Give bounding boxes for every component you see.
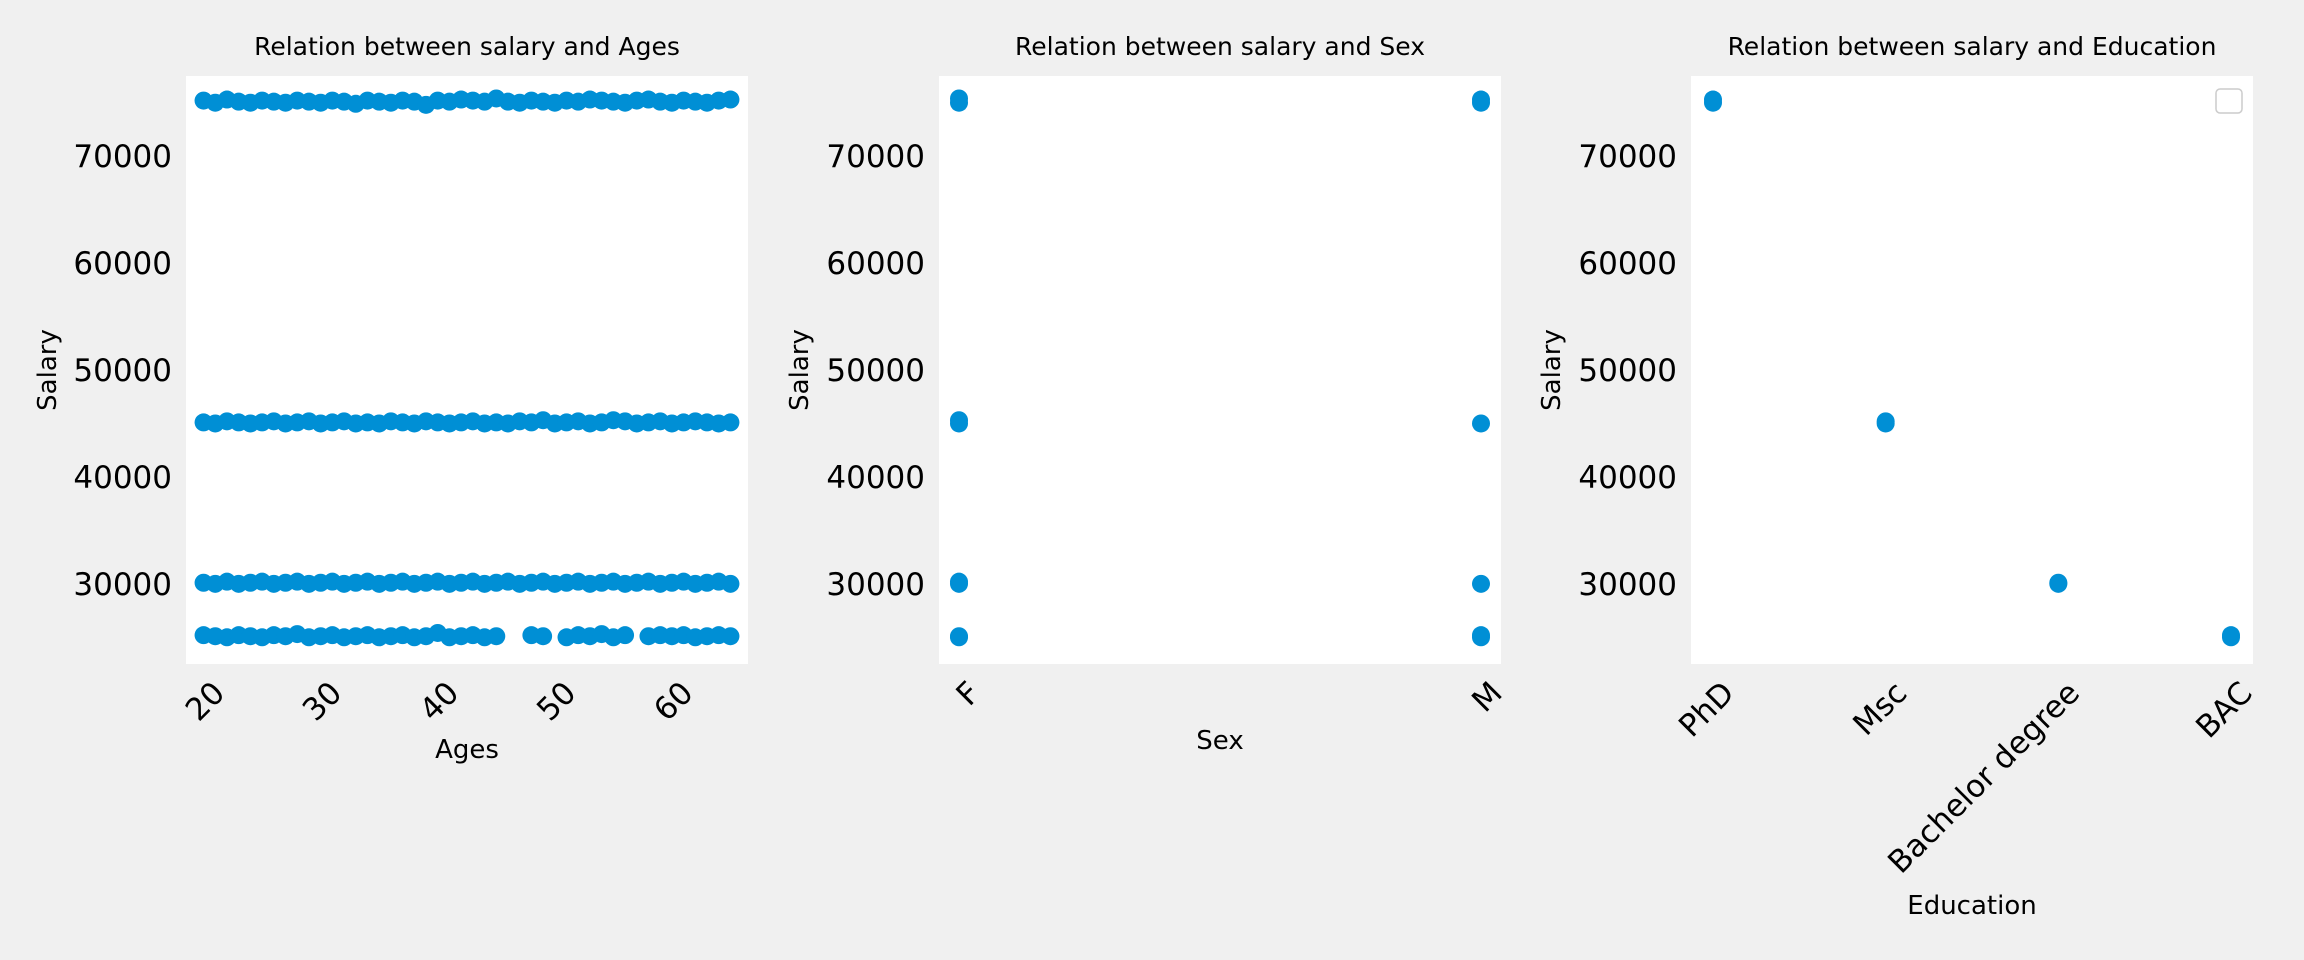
y-axis-label-education: Salary [1537,329,1567,411]
y-axis-label-sex: Salary [785,329,815,411]
data-point [1472,626,1490,645]
chart-title-sex: Relation between salary and Sex [1015,32,1425,61]
data-point [721,627,740,646]
x-axis-label-sex: Sex [1196,726,1243,756]
y-tick-label: 50000 [1578,353,1677,389]
plot-area-ages [186,76,748,664]
points-education [1704,90,2240,647]
chart-title-education: Relation between salary and Education [1728,32,2217,61]
data-point [1472,414,1490,433]
chart-ages: Relation between salary and Ages Ages Sa… [33,32,748,765]
data-point [616,626,635,645]
y-tick-label: 30000 [1578,567,1677,603]
y-tick-label: 60000 [826,246,925,282]
points-sex [950,89,1490,647]
y-ticks-ages: 30000 40000 50000 60000 70000 [73,139,172,603]
data-point [721,413,740,432]
y-tick-label: 40000 [1578,460,1677,496]
data-point [2049,573,2068,592]
legend-box [2215,88,2243,114]
data-point [1472,90,1490,109]
y-tick-label: 60000 [1578,246,1677,282]
plot-area-sex [939,76,1501,664]
y-tick-label: 50000 [826,353,925,389]
data-point [950,89,968,108]
x-axis-label-education: Education [1907,891,2036,921]
x-axis-label-ages: Ages [435,735,499,765]
y-tick-label: 30000 [826,567,925,603]
data-point [950,411,968,430]
data-point [1876,412,1895,431]
data-point [534,627,553,646]
y-tick-label: 60000 [73,246,172,282]
data-point [950,572,968,591]
data-point [721,574,740,593]
data-point [2222,626,2240,645]
y-tick-label: 30000 [73,567,172,603]
y-tick-label: 70000 [1578,139,1677,175]
chart-sex: Relation between salary and Sex Sex Sala… [785,32,1510,756]
plot-area-education [1691,76,2253,664]
y-tick-label: 40000 [73,460,172,496]
chart-title-ages: Relation between salary and Ages [254,32,680,61]
y-tick-label: 70000 [826,139,925,175]
data-point [487,627,506,646]
data-point [950,627,968,646]
y-tick-label: 50000 [73,353,172,389]
data-point [721,90,740,109]
data-point [1472,574,1490,593]
y-axis-label-ages: Salary [33,329,63,411]
y-ticks-sex: 30000 40000 50000 60000 70000 [826,139,925,603]
y-tick-label: 70000 [73,139,172,175]
data-point [1704,90,1722,109]
points-ages [194,89,740,647]
y-tick-label: 40000 [826,460,925,496]
y-ticks-education: 30000 40000 50000 60000 70000 [1578,139,1677,603]
